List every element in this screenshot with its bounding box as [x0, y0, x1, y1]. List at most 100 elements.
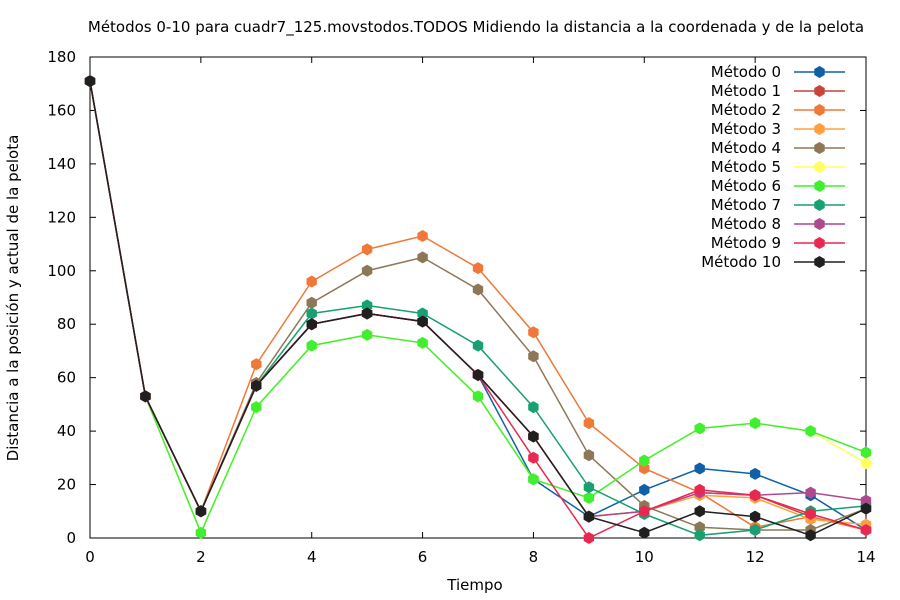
data-point — [583, 532, 595, 544]
data-point — [639, 505, 650, 518]
data-point — [251, 401, 262, 414]
legend-label: Método 2 — [711, 101, 781, 119]
x-tick-label: 14 — [856, 548, 875, 566]
x-axis-label: Tiempo — [446, 576, 502, 594]
legend-swatch-point — [814, 85, 825, 97]
data-point — [694, 422, 705, 435]
data-point — [860, 457, 872, 470]
data-point — [417, 307, 428, 320]
data-point — [195, 505, 207, 518]
x-tick-label: 6 — [418, 548, 428, 566]
data-point — [860, 494, 872, 507]
data-point — [805, 508, 816, 520]
x-tick-label: 4 — [307, 548, 317, 566]
data-point — [361, 264, 373, 277]
data-point — [860, 524, 872, 536]
data-point — [195, 526, 207, 539]
data-point — [361, 307, 373, 320]
x-tick-label: 0 — [85, 548, 95, 566]
legend-swatch-point — [814, 142, 825, 154]
legend-label: Método 1 — [711, 82, 781, 100]
data-point — [306, 296, 317, 309]
legend-swatch-point — [814, 256, 825, 268]
data-point — [639, 526, 650, 539]
data-point — [805, 529, 816, 542]
data-point — [472, 262, 484, 275]
data-point — [140, 390, 151, 403]
data-point — [583, 491, 595, 504]
data-point — [583, 449, 595, 462]
data-point — [306, 307, 317, 320]
y-tick-label: 160 — [47, 101, 76, 119]
y-tick-label: 60 — [57, 369, 76, 387]
legend-label: Método 3 — [711, 120, 781, 138]
data-point — [694, 521, 705, 534]
legend-swatch-point — [814, 161, 825, 173]
y-axis-label: Distancia a la posición y actual de la p… — [4, 135, 22, 462]
data-point — [417, 251, 428, 264]
legend-label: Método 9 — [711, 234, 781, 252]
data-point — [306, 275, 317, 288]
legend-label: Método 8 — [711, 215, 781, 233]
legend-label: Método 5 — [711, 158, 781, 176]
data-point — [361, 243, 373, 256]
plot-frame — [89, 56, 867, 539]
data-point — [694, 529, 705, 542]
data-point — [361, 299, 373, 312]
legend-swatch-point — [814, 104, 825, 116]
legend-swatch-point — [814, 180, 825, 192]
legend-label: Método 10 — [701, 253, 781, 271]
data-point — [805, 486, 816, 499]
legend-swatch-point — [814, 123, 825, 135]
legend-swatch-point — [814, 199, 825, 211]
legend-label: Método 0 — [711, 63, 781, 81]
legend-swatch-point — [814, 218, 825, 230]
data-point — [749, 467, 761, 480]
data-point — [694, 462, 705, 475]
y-tick-label: 20 — [57, 476, 76, 494]
data-point — [472, 283, 484, 296]
y-tick-label: 80 — [57, 315, 76, 333]
x-tick-label: 2 — [196, 548, 206, 566]
data-point — [472, 390, 484, 403]
legend-label: Método 7 — [711, 196, 781, 214]
y-tick-label: 140 — [47, 155, 76, 173]
data-point — [306, 339, 317, 352]
series-10 — [84, 75, 872, 542]
data-point — [639, 462, 650, 475]
data-point — [306, 318, 317, 331]
data-point — [694, 483, 705, 496]
data-point — [749, 417, 761, 430]
y-tick-label: 120 — [47, 208, 76, 226]
chart-title: Métodos 0-10 para cuadr7_125.movstodos.T… — [88, 18, 864, 37]
data-point — [749, 510, 761, 523]
data-point — [860, 502, 872, 515]
data-point — [639, 454, 650, 467]
data-point — [749, 489, 761, 502]
data-point — [583, 481, 595, 494]
y-tick-label: 100 — [47, 262, 76, 280]
data-point — [528, 451, 539, 464]
data-point — [528, 326, 539, 339]
data-point — [805, 425, 816, 438]
data-point — [583, 510, 595, 523]
data-point — [528, 473, 539, 486]
data-point — [417, 315, 428, 328]
data-point — [472, 369, 484, 381]
x-tick-label: 8 — [529, 548, 539, 566]
data-point — [472, 339, 484, 352]
data-point — [528, 401, 539, 414]
data-point — [639, 483, 650, 496]
data-point — [694, 505, 705, 518]
data-point — [860, 446, 872, 459]
data-point — [417, 230, 428, 242]
x-tick-label: 12 — [746, 548, 765, 566]
data-point — [251, 379, 262, 392]
legend-label: Método 4 — [711, 139, 781, 157]
data-point — [528, 350, 539, 363]
legend-swatch-point — [814, 237, 825, 249]
series-layer — [84, 75, 872, 544]
